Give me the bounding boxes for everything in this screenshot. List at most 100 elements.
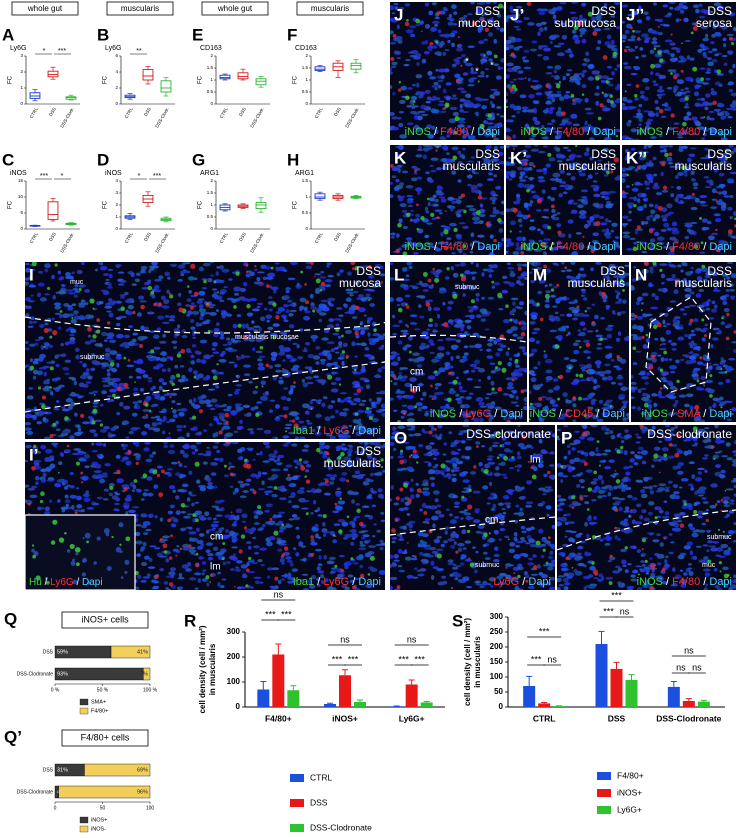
nucleus [517,45,523,48]
nucleus [224,514,232,518]
nucleus [412,358,420,363]
cell-signal [710,10,713,13]
nucleus [292,475,299,480]
bar-segment [84,763,151,777]
nucleus [390,85,393,90]
nucleus [649,214,654,218]
nucleus [625,185,630,188]
nucleus [516,105,522,111]
cell-signal [255,412,260,418]
nucleus [156,465,163,469]
cell-signal [281,553,285,557]
nucleus [570,113,578,119]
nucleus [219,291,225,295]
cell-signal [427,197,430,201]
nucleus [185,568,192,572]
nucleus [448,118,457,124]
nucleus [548,109,554,115]
nucleus [345,297,352,303]
cell-signal [353,368,357,372]
nucleus [425,171,430,175]
nucleus [198,514,205,520]
nucleus [60,353,67,358]
nucleus [566,172,571,176]
nucleus [259,581,264,584]
y-tick-label: 0.5 [207,89,214,94]
cell-signal [514,87,518,92]
nucleus [194,404,201,409]
nucleus [323,531,331,534]
nucleus [451,200,457,204]
nucleus [239,495,247,498]
nucleus [390,67,393,72]
panel-letter: K’’ [626,148,647,167]
nucleus [472,417,480,422]
nucleus [341,447,348,451]
nucleus [727,206,733,211]
nucleus [348,530,357,533]
cell-signal [520,242,526,248]
nucleus [486,355,494,359]
nucleus [257,559,263,563]
nucleus [599,215,605,220]
nucleus [142,492,148,497]
nucleus [462,404,471,409]
x-tick-label: DSS [48,232,57,243]
nucleus [506,17,509,23]
nucleus [289,562,294,567]
nucleus [433,203,439,207]
cell-signal [402,251,408,255]
cell-signal [700,77,704,81]
inset-signal [31,544,35,547]
nucleus [648,160,653,163]
nucleus [506,15,512,19]
nucleus [253,522,260,526]
nucleus [582,126,590,130]
nucleus [166,468,174,471]
nucleus [455,233,462,238]
nucleus [549,178,557,181]
stain-part: iNOS [521,126,547,138]
nucleus [680,145,688,150]
nucleus [451,170,457,175]
nucleus [265,490,273,494]
cell-signal [222,542,226,545]
nucleus [172,413,179,419]
nucleus [706,57,712,61]
nucleus [269,285,273,289]
nucleus [532,79,539,83]
nucleus [600,79,606,84]
cell-signal [144,402,149,407]
significance-label: *** [265,609,276,619]
inset [24,514,136,591]
nucleus [310,512,314,515]
nucleus [228,361,235,364]
nucleus [256,427,264,431]
nucleus [285,442,292,444]
nucleus [720,110,729,114]
nucleus [531,133,537,138]
nucleus [241,513,248,519]
nucleus [367,566,374,570]
nucleus [44,448,53,454]
nucleus [390,181,394,185]
nucleus [278,344,285,350]
nucleus [195,480,201,484]
nucleus [686,228,691,233]
cell-signal [310,262,314,265]
nucleus [34,465,42,470]
nucleus [717,191,723,195]
nucleus [647,29,652,33]
cell-signal [49,386,52,389]
nucleus [427,70,433,76]
nucleus [181,564,189,569]
nucleus [486,127,492,132]
nucleus [602,147,609,153]
nucleus [371,321,377,327]
nucleus [600,222,608,226]
nucleus [706,163,714,168]
nucleus [705,77,711,81]
nucleus [218,412,225,417]
nucleus [420,397,424,401]
nucleus [304,376,313,380]
